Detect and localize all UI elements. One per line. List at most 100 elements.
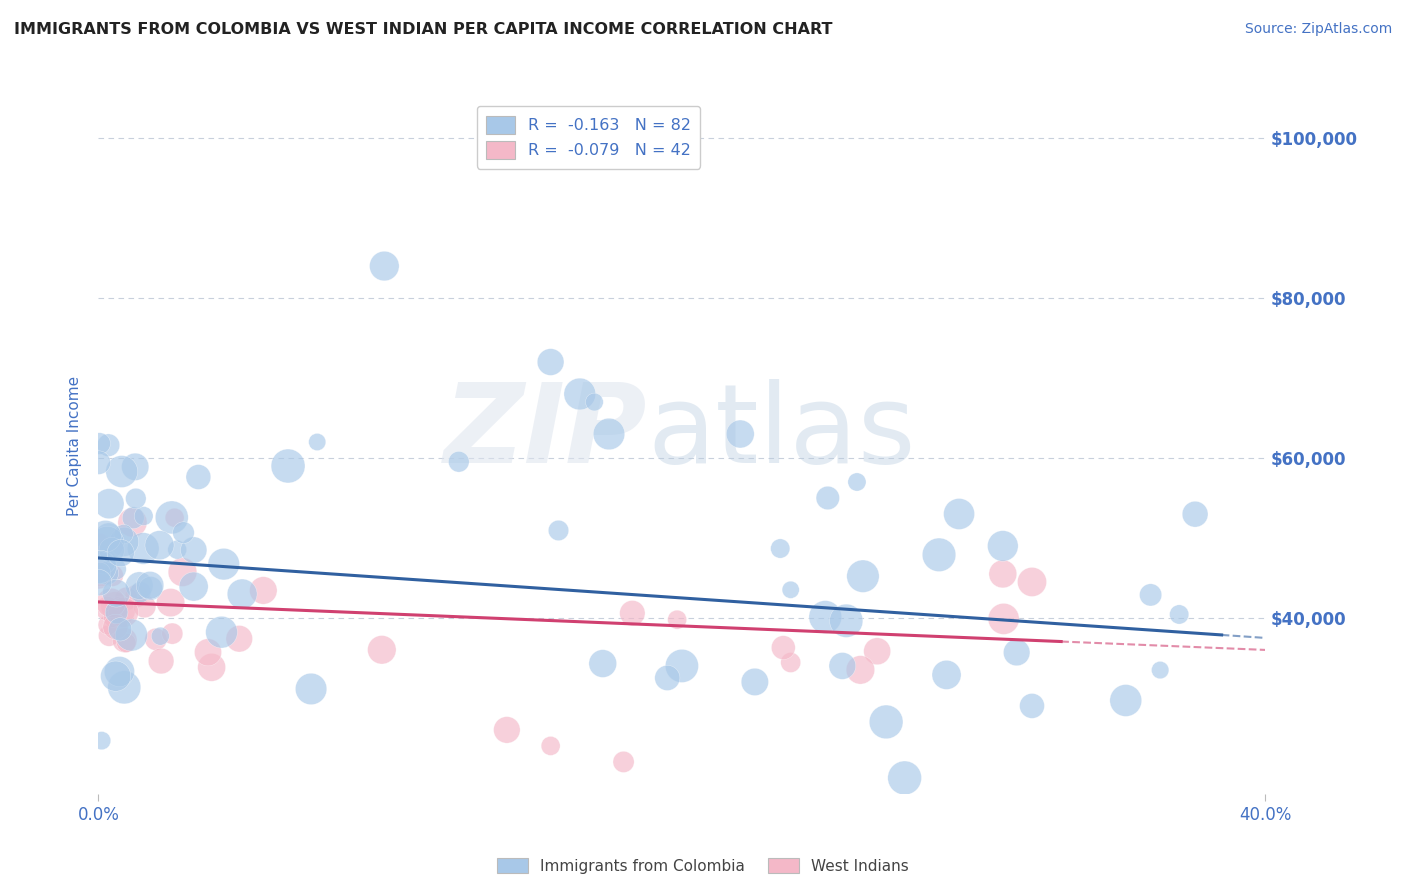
- Point: [111, 465, 134, 479]
- Point: [1115, 693, 1137, 707]
- Point: [212, 557, 235, 571]
- Point: [187, 470, 209, 484]
- Point: [110, 546, 132, 560]
- Point: [87, 456, 110, 470]
- Point: [105, 605, 128, 619]
- Point: [87, 575, 110, 590]
- Point: [98, 629, 121, 643]
- Text: atlas: atlas: [647, 378, 915, 485]
- Point: [201, 660, 224, 674]
- Point: [139, 582, 162, 596]
- Point: [149, 629, 172, 643]
- Y-axis label: Per Capita Income: Per Capita Income: [67, 376, 83, 516]
- Point: [105, 586, 128, 600]
- Point: [89, 436, 111, 450]
- Point: [132, 541, 155, 556]
- Point: [145, 632, 167, 647]
- Point: [115, 591, 138, 606]
- Point: [87, 569, 110, 583]
- Point: [835, 614, 858, 628]
- Point: [97, 530, 120, 544]
- Point: [307, 435, 329, 450]
- Point: [671, 659, 693, 673]
- Point: [159, 596, 181, 610]
- Point: [121, 516, 143, 530]
- Point: [132, 509, 155, 524]
- Point: [831, 659, 853, 673]
- Point: [121, 628, 143, 642]
- Point: [125, 589, 148, 603]
- Point: [183, 580, 205, 594]
- Point: [93, 554, 115, 568]
- Text: IMMIGRANTS FROM COLOMBIA VS WEST INDIAN PER CAPITA INCOME CORRELATION CHART: IMMIGRANTS FROM COLOMBIA VS WEST INDIAN …: [14, 22, 832, 37]
- Point: [160, 510, 183, 524]
- Point: [373, 259, 395, 273]
- Point: [657, 671, 679, 685]
- Point: [172, 565, 194, 579]
- Point: [666, 613, 689, 627]
- Point: [112, 605, 135, 619]
- Point: [108, 665, 131, 679]
- Point: [228, 632, 250, 646]
- Point: [89, 566, 111, 581]
- Point: [100, 543, 122, 558]
- Point: [163, 510, 186, 524]
- Point: [110, 604, 132, 618]
- Point: [128, 579, 150, 593]
- Point: [540, 355, 562, 369]
- Point: [104, 669, 127, 683]
- Point: [197, 645, 219, 659]
- Point: [1149, 663, 1171, 677]
- Point: [935, 668, 957, 682]
- Point: [90, 567, 112, 582]
- Point: [166, 542, 188, 557]
- Point: [108, 623, 131, 637]
- Point: [115, 636, 138, 650]
- Point: [540, 739, 562, 753]
- Legend: R =  -0.163   N = 82, R =  -0.079   N = 42: R = -0.163 N = 82, R = -0.079 N = 42: [477, 106, 700, 169]
- Point: [112, 534, 135, 549]
- Legend: Immigrants from Colombia, West Indians: Immigrants from Colombia, West Indians: [491, 852, 915, 880]
- Point: [94, 529, 117, 543]
- Point: [114, 633, 136, 648]
- Point: [277, 458, 299, 473]
- Point: [849, 663, 872, 677]
- Point: [134, 599, 156, 614]
- Point: [211, 625, 233, 640]
- Point: [98, 497, 121, 511]
- Point: [948, 507, 970, 521]
- Point: [893, 771, 915, 785]
- Point: [592, 657, 614, 671]
- Point: [1168, 607, 1191, 622]
- Point: [779, 656, 801, 670]
- Point: [104, 562, 127, 576]
- Point: [150, 654, 173, 668]
- Point: [252, 583, 274, 598]
- Point: [1021, 698, 1043, 713]
- Point: [547, 524, 569, 538]
- Point: [1005, 645, 1028, 659]
- Point: [129, 585, 152, 599]
- Point: [447, 455, 470, 469]
- Point: [598, 427, 620, 442]
- Point: [148, 538, 170, 552]
- Point: [845, 475, 868, 489]
- Point: [852, 569, 875, 583]
- Point: [104, 599, 127, 613]
- Point: [96, 566, 118, 581]
- Point: [993, 612, 1015, 626]
- Point: [139, 578, 162, 592]
- Point: [814, 610, 837, 624]
- Point: [621, 606, 644, 620]
- Point: [744, 674, 766, 689]
- Point: [96, 536, 118, 550]
- Point: [162, 626, 184, 640]
- Point: [866, 644, 889, 658]
- Point: [122, 510, 145, 524]
- Point: [583, 395, 606, 409]
- Point: [97, 438, 120, 452]
- Point: [96, 601, 118, 615]
- Point: [125, 491, 148, 506]
- Point: [991, 566, 1014, 581]
- Point: [612, 755, 634, 769]
